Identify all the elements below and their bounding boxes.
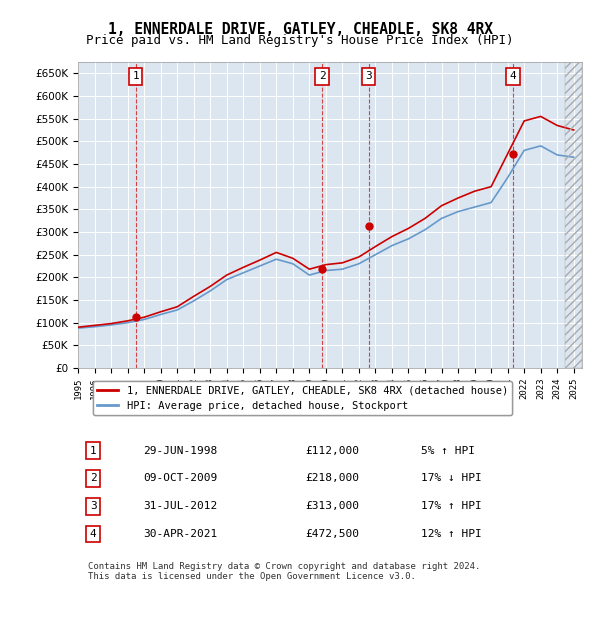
Text: 30-APR-2021: 30-APR-2021: [143, 529, 218, 539]
Text: 1: 1: [90, 446, 97, 456]
Text: 4: 4: [510, 71, 517, 81]
Text: £472,500: £472,500: [305, 529, 359, 539]
Text: 2: 2: [319, 71, 325, 81]
Text: 1: 1: [132, 71, 139, 81]
Text: 17% ↓ HPI: 17% ↓ HPI: [421, 473, 481, 484]
Text: 2: 2: [90, 473, 97, 484]
Text: 31-JUL-2012: 31-JUL-2012: [143, 501, 218, 511]
Legend: 1, ENNERDALE DRIVE, GATLEY, CHEADLE, SK8 4RX (detached house), HPI: Average pric: 1, ENNERDALE DRIVE, GATLEY, CHEADLE, SK8…: [93, 381, 512, 415]
Text: £112,000: £112,000: [305, 446, 359, 456]
Text: 3: 3: [365, 71, 372, 81]
Text: 4: 4: [90, 529, 97, 539]
Text: Price paid vs. HM Land Registry's House Price Index (HPI): Price paid vs. HM Land Registry's House …: [86, 34, 514, 47]
Text: 17% ↑ HPI: 17% ↑ HPI: [421, 501, 481, 511]
Text: Contains HM Land Registry data © Crown copyright and database right 2024.
This d: Contains HM Land Registry data © Crown c…: [88, 562, 481, 581]
Text: 3: 3: [90, 501, 97, 511]
Text: 29-JUN-1998: 29-JUN-1998: [143, 446, 218, 456]
Text: 12% ↑ HPI: 12% ↑ HPI: [421, 529, 481, 539]
Text: 09-OCT-2009: 09-OCT-2009: [143, 473, 218, 484]
Text: 5% ↑ HPI: 5% ↑ HPI: [421, 446, 475, 456]
Text: 1, ENNERDALE DRIVE, GATLEY, CHEADLE, SK8 4RX: 1, ENNERDALE DRIVE, GATLEY, CHEADLE, SK8…: [107, 22, 493, 37]
Text: £218,000: £218,000: [305, 473, 359, 484]
Text: £313,000: £313,000: [305, 501, 359, 511]
